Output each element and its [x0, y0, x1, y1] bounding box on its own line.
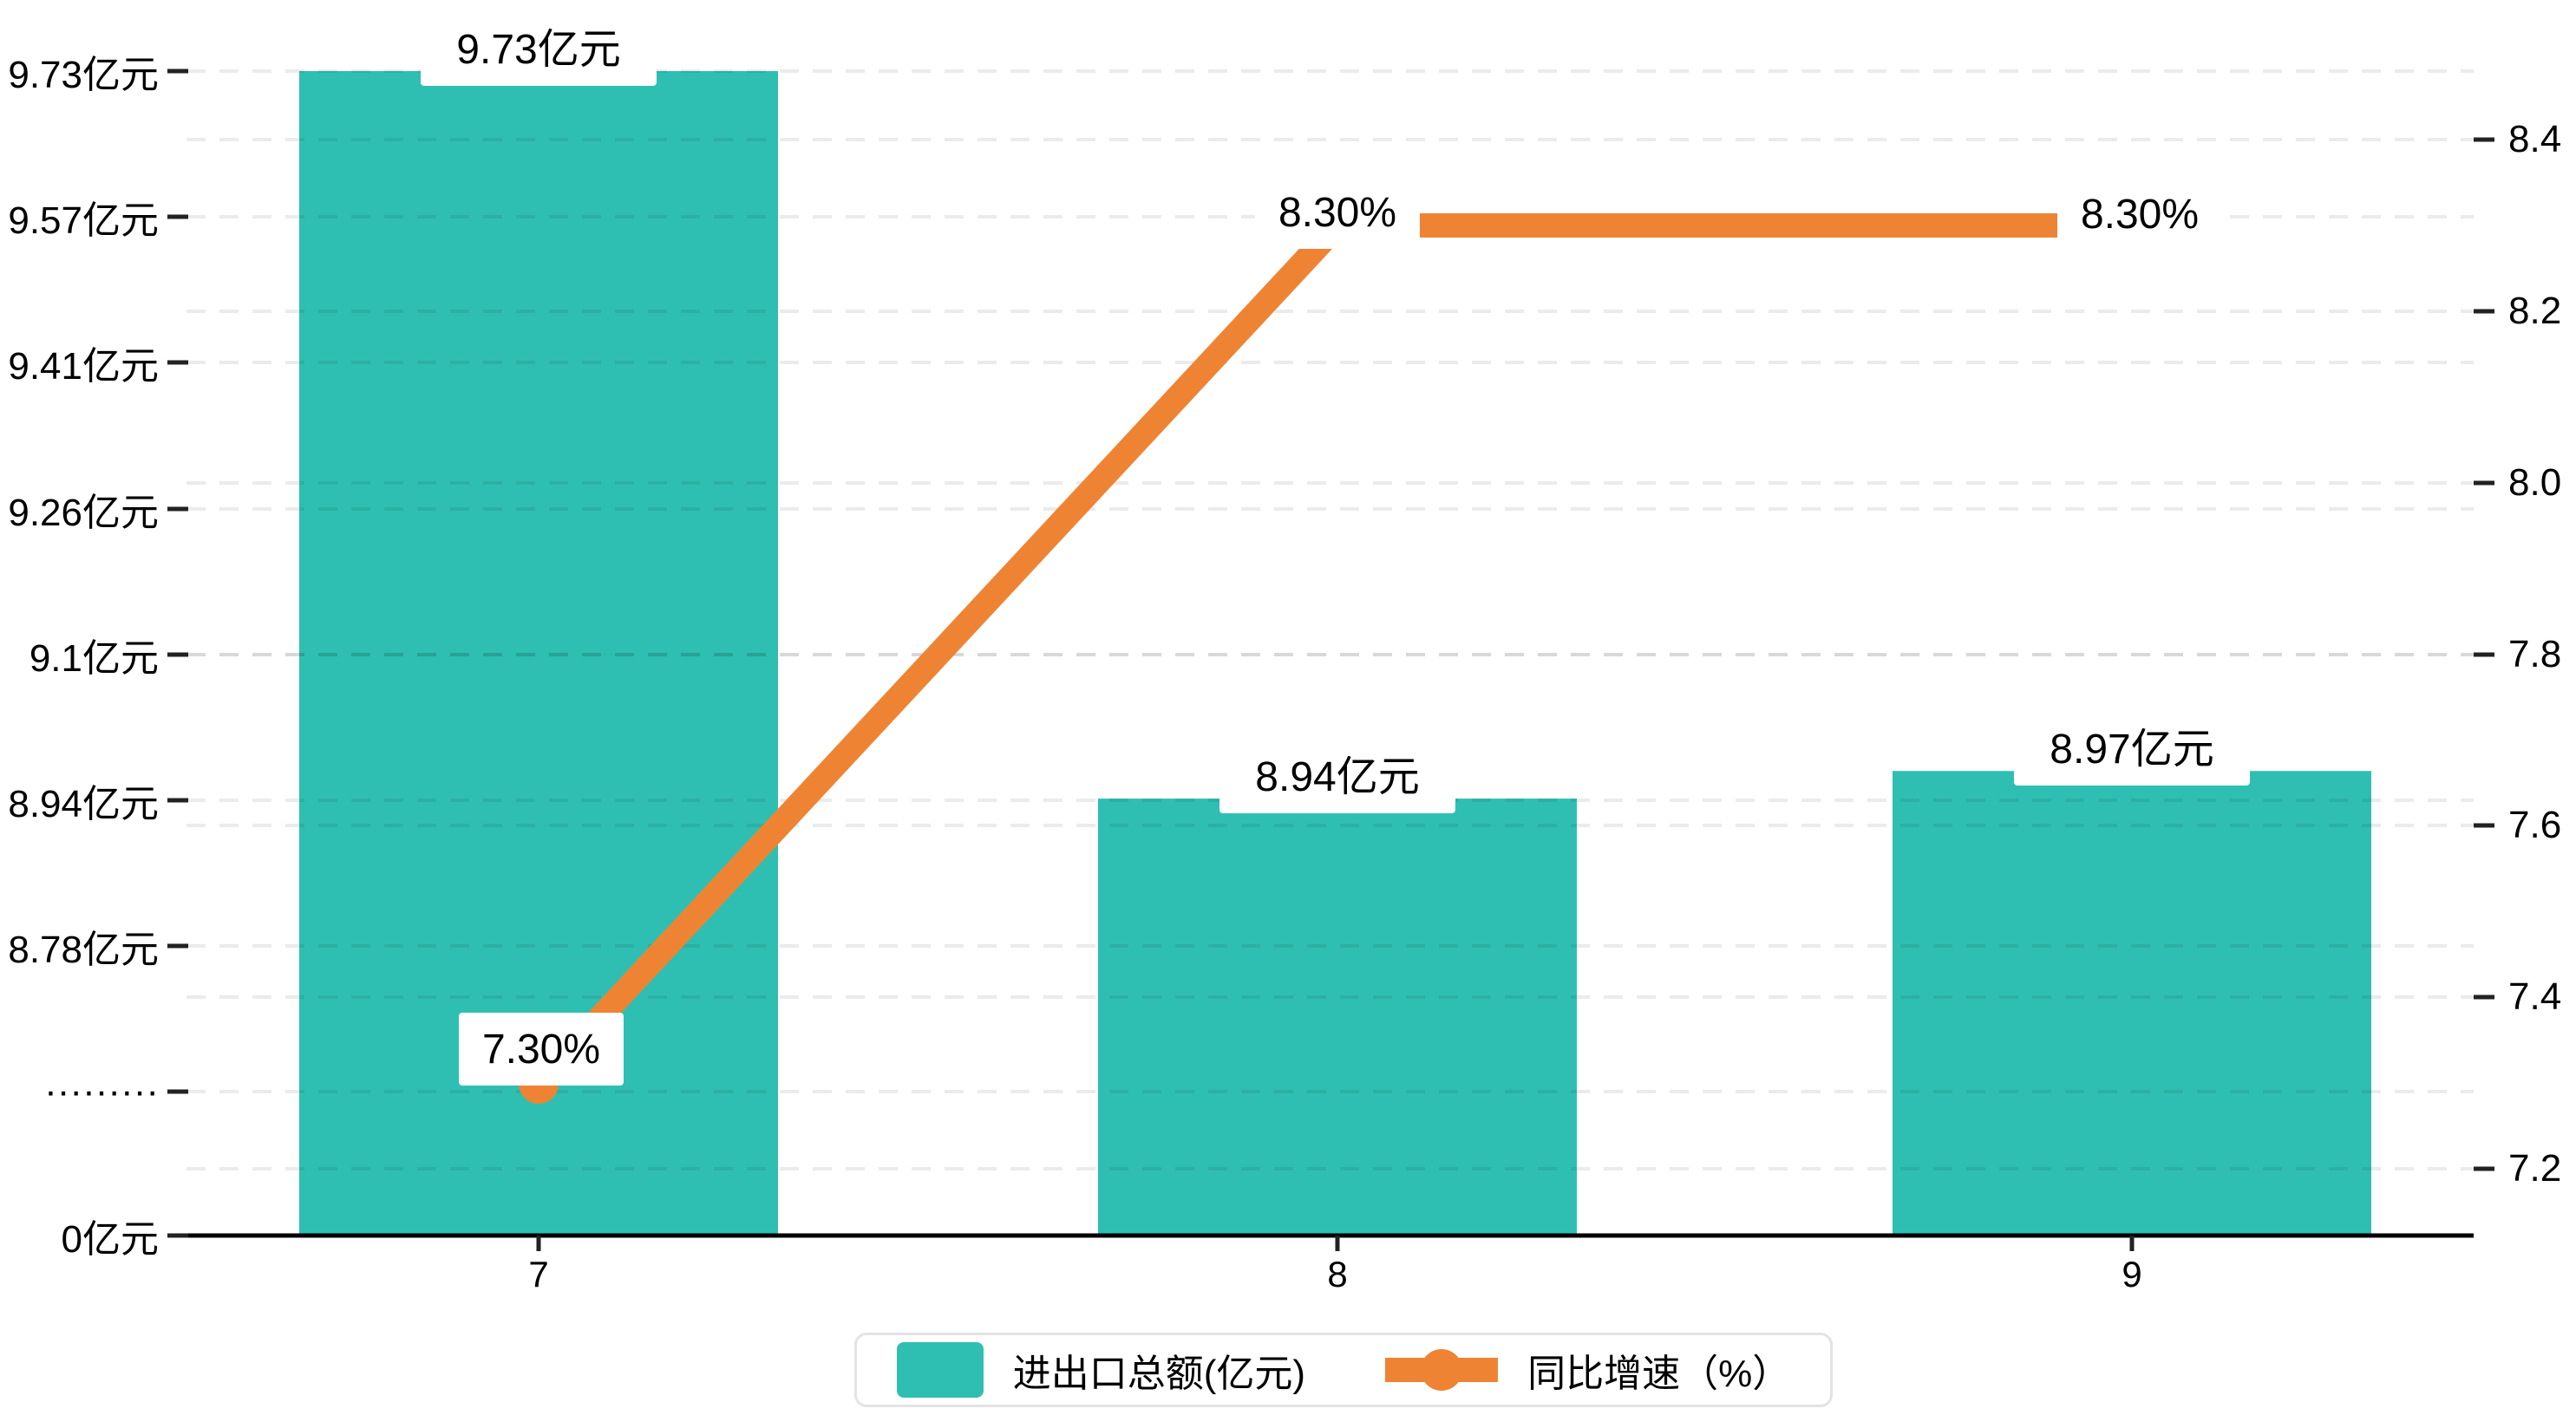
left-axis-tick-label-7: ·········: [44, 1070, 159, 1112]
right-axis-tick-label-1: 8.2: [2508, 290, 2562, 332]
line-series-dot-icon: [1421, 1349, 1463, 1391]
bar-value-label-7: 9.73亿元: [421, 4, 657, 86]
legend: 进出口总额(亿元) 同比增速（%）: [854, 1333, 1833, 1407]
right-axis-tick-label-2: 8.0: [2508, 461, 2562, 504]
legend-label-line-series: 同比增速（%）: [1527, 1353, 1791, 1395]
bar-value-label-9: 8.97亿元: [2014, 704, 2250, 786]
left-axis-tick-label-4: 9.1亿元: [29, 637, 159, 680]
right-axis-tick-label-0: 8.4: [2508, 118, 2562, 160]
bar-8: [1098, 799, 1577, 1236]
left-axis-tick-label-3: 9.26亿元: [8, 492, 159, 534]
bar-9: [1893, 771, 2371, 1236]
left-axis-tick-label-8: 0亿元: [61, 1218, 159, 1261]
right-axis-tick-label-5: 7.4: [2508, 975, 2562, 1018]
growth-value-label-8: 8.30%: [1255, 176, 1420, 249]
bar-series-swatch-icon: [896, 1342, 984, 1398]
left-axis-tick-label-0: 9.73亿元: [8, 54, 159, 96]
right-axis-tick-label-3: 7.8: [2508, 633, 2562, 675]
legend-item-bar-series[interactable]: 进出口总额(亿元): [896, 1342, 1306, 1398]
right-axis-tick-label-4: 7.6: [2508, 804, 2562, 846]
x-axis-label-8: 8: [1327, 1254, 1348, 1294]
x-axis-label-9: 9: [2122, 1254, 2142, 1294]
left-axis-tick-label-5: 8.94亿元: [8, 783, 159, 825]
left-axis-tick-label-6: 8.78亿元: [8, 929, 159, 971]
legend-label-bar-series: 进出口总额(亿元): [1012, 1353, 1306, 1395]
x-axis-label-7: 7: [528, 1254, 549, 1294]
left-axis-tick-label-2: 9.41亿元: [8, 345, 159, 388]
left-axis-tick-label-1: 9.57亿元: [8, 199, 159, 242]
legend-item-line-series[interactable]: 同比增速（%）: [1385, 1342, 1790, 1398]
growth-value-label-9: 8.30%: [2057, 178, 2222, 251]
line-series-marker-icon: [1385, 1349, 1499, 1391]
growth-value-label-7: 7.30%: [459, 1013, 624, 1086]
bar-value-label-8: 8.94亿元: [1219, 732, 1455, 814]
right-axis-tick-label-6: 7.2: [2508, 1147, 2562, 1190]
